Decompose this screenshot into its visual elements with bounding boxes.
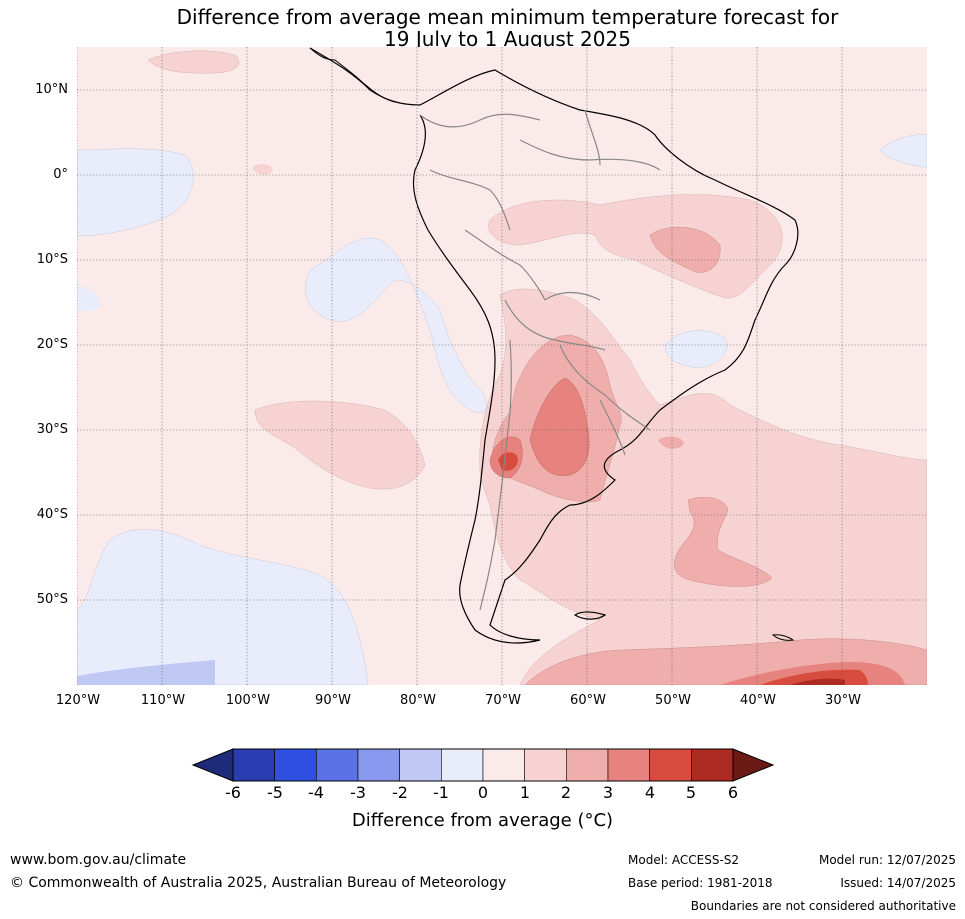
map-title-line2: 19 July to 1 August 2025 bbox=[384, 27, 631, 51]
warm-region-south-band-5 bbox=[790, 678, 845, 685]
lon-label-50w: 50°W bbox=[655, 693, 691, 708]
colorbar-segment bbox=[399, 748, 442, 782]
falkland-islands bbox=[573, 611, 607, 620]
lon-label-90w: 90°W bbox=[315, 693, 351, 708]
warm-region-atlantic-small bbox=[658, 436, 684, 449]
warm-region-argentina-3 bbox=[529, 377, 590, 476]
colorbar-tick-label: -5 bbox=[267, 783, 283, 802]
colorbar-segment bbox=[357, 748, 400, 782]
cool-region-southeast-pacific bbox=[77, 529, 369, 685]
lon-label-70w: 70°W bbox=[485, 693, 521, 708]
colorbar-tick-label: -2 bbox=[392, 783, 408, 802]
lat-label-30s: 30°S bbox=[36, 422, 68, 437]
colorbar-segment bbox=[232, 748, 275, 782]
colorbar-over-arrow bbox=[732, 748, 775, 782]
warm-region-atlantic-2 bbox=[674, 497, 773, 587]
lat-label-10n: 10°N bbox=[35, 82, 68, 97]
colorbar-segment bbox=[566, 748, 609, 782]
lat-label-50s: 50°S bbox=[36, 592, 68, 607]
cool-region-east-pacific bbox=[77, 148, 194, 237]
colorbar-tick-label: -1 bbox=[433, 783, 449, 802]
colorbar-tick-label: 2 bbox=[560, 783, 572, 802]
colorbar-tick-label: 1 bbox=[519, 783, 531, 802]
lon-label-110w: 110°W bbox=[140, 693, 186, 708]
anomaly-field bbox=[77, 47, 927, 685]
colorbar-tick-label: 0 bbox=[477, 783, 489, 802]
colorbar-segment bbox=[316, 748, 359, 782]
cool-region-far-west bbox=[77, 660, 215, 685]
colorbar bbox=[191, 748, 775, 782]
lat-label-20s: 20°S bbox=[36, 337, 68, 352]
cool-region-brazil-east bbox=[664, 330, 728, 369]
gridlines bbox=[77, 47, 927, 685]
colorbar-tick-label: 5 bbox=[685, 783, 697, 802]
colorbar-segment bbox=[441, 748, 484, 782]
cool-region-atlantic-ne bbox=[879, 134, 927, 169]
footer-copyright: © Commonwealth of Australia 2025, Austra… bbox=[10, 875, 507, 891]
colorbar-label: Difference from average (°C) bbox=[351, 810, 614, 831]
lon-label-80w: 80°W bbox=[400, 693, 436, 708]
cool-region-small-west bbox=[77, 285, 100, 312]
island-south-georgia bbox=[771, 634, 795, 641]
lon-label-30w: 30°W bbox=[825, 693, 861, 708]
colorbar-tick-label: 3 bbox=[602, 783, 614, 802]
colorbar-segment bbox=[607, 748, 650, 782]
country-borders bbox=[419, 109, 661, 611]
colorbar-segment bbox=[691, 748, 734, 782]
warm-region-brazil-ne bbox=[649, 226, 721, 273]
colorbar-under-arrow bbox=[191, 748, 234, 782]
lon-label-120w: 120°W bbox=[55, 693, 101, 708]
coastline-central-america bbox=[309, 47, 396, 103]
lat-label-0: 0° bbox=[53, 167, 68, 182]
colorbar-tick-label: 4 bbox=[644, 783, 656, 802]
warm-region-amazon bbox=[488, 194, 783, 299]
warm-region-north-pacific bbox=[147, 50, 240, 74]
footer-base-period: Base period: 1981-2018 bbox=[628, 876, 773, 890]
colorbar-segment bbox=[482, 748, 525, 782]
colorbar-tick-label: -4 bbox=[308, 783, 324, 802]
footer-model-run: Model run: 12/07/2025 bbox=[818, 853, 956, 867]
lon-label-40w: 40°W bbox=[740, 693, 776, 708]
footer-issued: Issued: 14/07/2025 bbox=[840, 876, 956, 890]
warm-region-small-pacific bbox=[252, 164, 273, 175]
colorbar-tick-label: -6 bbox=[225, 783, 241, 802]
cool-region-west-peru bbox=[304, 237, 487, 413]
footer-url[interactable]: www.bom.gov.au/climate bbox=[10, 852, 187, 868]
warm-region-south-pacific bbox=[254, 400, 426, 490]
lat-label-10s: 10°S bbox=[36, 252, 68, 267]
lon-label-100w: 100°W bbox=[225, 693, 271, 708]
footer-disclaimer: Boundaries are not considered authoritat… bbox=[690, 899, 956, 913]
footer-model: Model: ACCESS-S2 bbox=[628, 853, 740, 867]
colorbar-segment bbox=[524, 748, 567, 782]
colorbar-segment bbox=[274, 748, 317, 782]
colorbar-tick-label: 6 bbox=[727, 783, 739, 802]
map-title-line1: Difference from average mean minimum tem… bbox=[176, 5, 839, 29]
colorbar-tick-label: -3 bbox=[350, 783, 366, 802]
warm-region-chile-4 bbox=[498, 452, 518, 471]
colorbar-segments bbox=[232, 748, 734, 782]
lon-label-60w: 60°W bbox=[570, 693, 606, 708]
lat-label-40s: 40°S bbox=[36, 507, 68, 522]
coastline-south-america bbox=[309, 47, 799, 644]
colorbar-segment bbox=[649, 748, 692, 782]
